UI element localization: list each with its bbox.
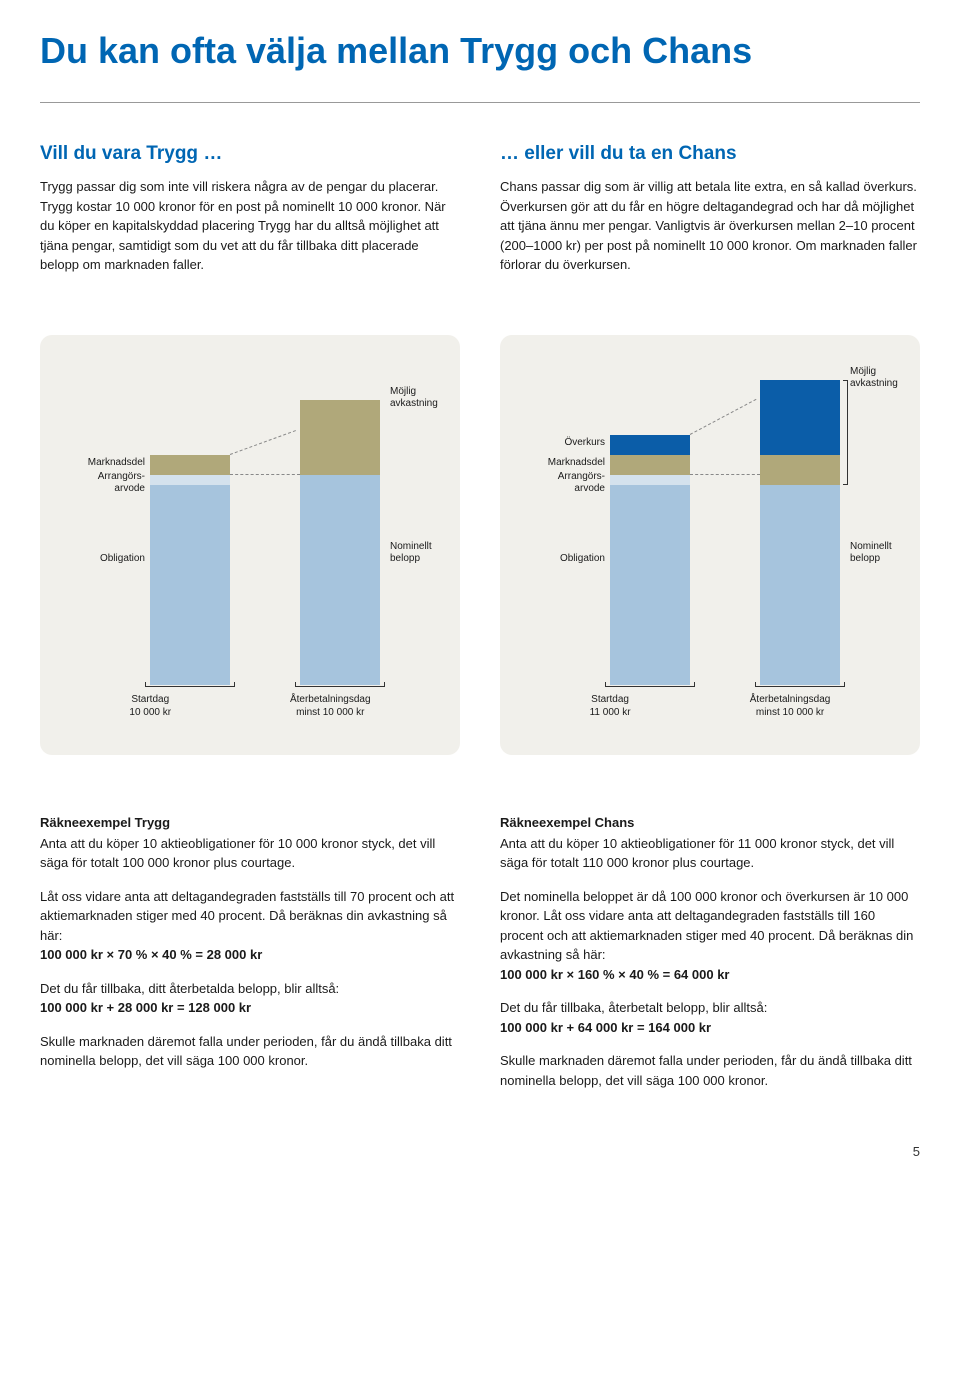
- calc-chans-p1: Anta att du köper 10 aktieobligationer f…: [500, 834, 920, 873]
- intro-right-heading: … eller vill du ta en Chans: [500, 143, 920, 165]
- calc-trygg-p3: Det du får tillbaka, ditt återbetalda be…: [40, 979, 460, 1018]
- page-number: 5: [40, 1144, 920, 1159]
- charts-row: MarknadsdelArrangörs-arvodeObligationMöj…: [40, 335, 920, 755]
- trygg-end-label: Återbetalningsdag minst 10 000 kr: [290, 693, 371, 719]
- intro-right-text: Chans passar dig som är villig att betal…: [500, 177, 920, 275]
- chans-start-label: Startdag 11 000 kr: [590, 693, 631, 719]
- chans-end-label: Återbetalningsdag minst 10 000 kr: [750, 693, 831, 719]
- calc-trygg-p4: Skulle marknaden däremot falla under per…: [40, 1032, 460, 1071]
- calc-chans-p2: Det nominella beloppet är då 100 000 kro…: [500, 887, 920, 985]
- divider: [40, 102, 920, 103]
- page-title: Du kan ofta välja mellan Trygg och Chans: [40, 30, 920, 72]
- calc-trygg-p1: Anta att du köper 10 aktieobligationer f…: [40, 834, 460, 873]
- calc-chans-p4: Skulle marknaden däremot falla under per…: [500, 1051, 920, 1090]
- calc-chans-p3: Det du får tillbaka, återbetalt belopp, …: [500, 998, 920, 1037]
- intro-left-heading: Vill du vara Trygg …: [40, 143, 460, 165]
- calc-chans: Räkneexempel Chans Anta att du köper 10 …: [500, 815, 920, 1105]
- calc-chans-heading: Räkneexempel Chans: [500, 815, 920, 830]
- calc-trygg: Räkneexempel Trygg Anta att du köper 10 …: [40, 815, 460, 1105]
- trygg-start-label: Startdag 10 000 kr: [129, 693, 171, 719]
- calc-trygg-p2: Låt oss vidare anta att deltagandegraden…: [40, 887, 460, 965]
- calc-trygg-heading: Räkneexempel Trygg: [40, 815, 460, 830]
- chart-trygg: MarknadsdelArrangörs-arvodeObligationMöj…: [40, 335, 460, 755]
- intro-left: Vill du vara Trygg … Trygg passar dig so…: [40, 143, 460, 275]
- calc-row: Räkneexempel Trygg Anta att du köper 10 …: [40, 815, 920, 1105]
- intro-row: Vill du vara Trygg … Trygg passar dig so…: [40, 143, 920, 275]
- intro-right: … eller vill du ta en Chans Chans passar…: [500, 143, 920, 275]
- chart-chans: ÖverkursMarknadsdelArrangörs-arvodeOblig…: [500, 335, 920, 755]
- intro-left-text: Trygg passar dig som inte vill riskera n…: [40, 177, 460, 275]
